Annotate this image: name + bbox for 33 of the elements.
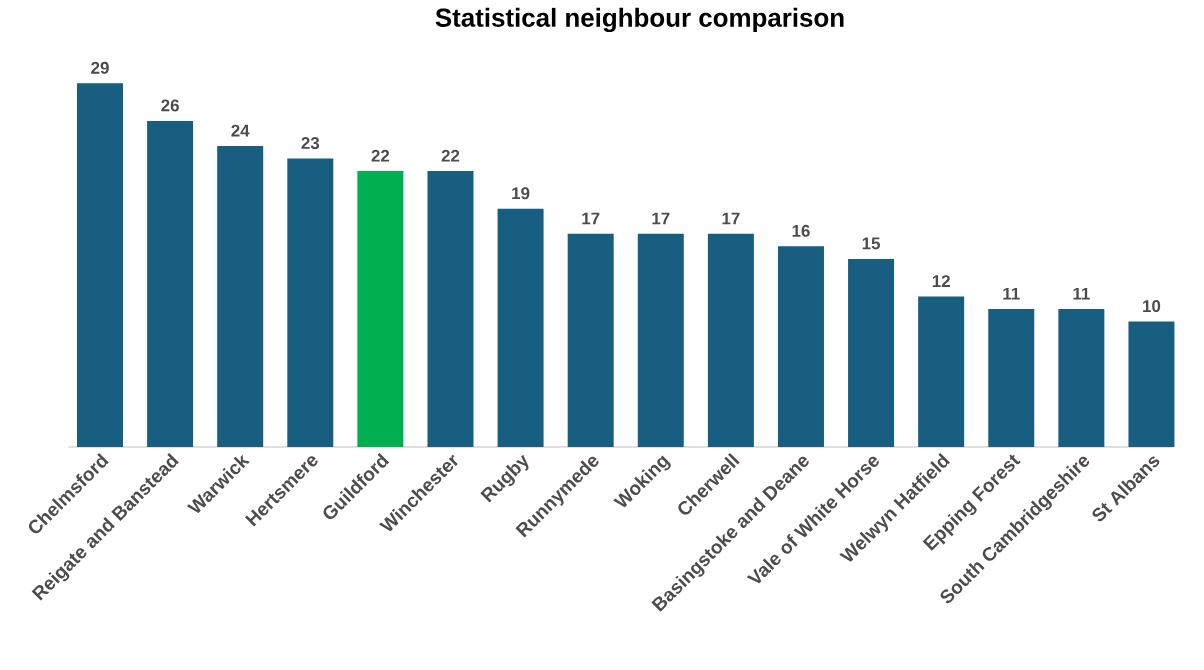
data-label: 19 bbox=[512, 187, 530, 200]
bar bbox=[497, 208, 544, 447]
bar bbox=[77, 83, 124, 447]
data-label: 29 bbox=[91, 61, 109, 74]
data-label: 17 bbox=[652, 212, 670, 225]
chart-title: Statistical neighbour comparison bbox=[435, 7, 844, 33]
bar bbox=[147, 120, 194, 447]
data-label: 17 bbox=[722, 212, 740, 225]
bar bbox=[777, 246, 824, 447]
data-label: 23 bbox=[301, 137, 320, 150]
bar bbox=[707, 233, 754, 447]
bar bbox=[918, 296, 965, 447]
bar bbox=[988, 309, 1035, 447]
bar bbox=[427, 171, 474, 447]
data-label: 22 bbox=[371, 149, 390, 162]
bar bbox=[848, 258, 895, 447]
data-label: 11 bbox=[1073, 287, 1090, 300]
bar bbox=[1058, 309, 1105, 447]
bar bbox=[1128, 321, 1175, 447]
data-label: 22 bbox=[441, 149, 460, 162]
data-label: 17 bbox=[582, 212, 600, 225]
bar bbox=[637, 233, 684, 447]
data-label: 10 bbox=[1143, 300, 1161, 313]
data-label: 12 bbox=[932, 275, 950, 287]
data-label: 16 bbox=[792, 224, 810, 237]
bar bbox=[217, 146, 264, 447]
data-label: 24 bbox=[231, 124, 250, 137]
data-label: 15 bbox=[862, 237, 881, 250]
bar bbox=[567, 233, 614, 447]
bar bbox=[287, 158, 334, 447]
bar bbox=[357, 171, 404, 447]
data-label: 11 bbox=[1003, 287, 1020, 300]
data-label: 26 bbox=[161, 99, 179, 112]
